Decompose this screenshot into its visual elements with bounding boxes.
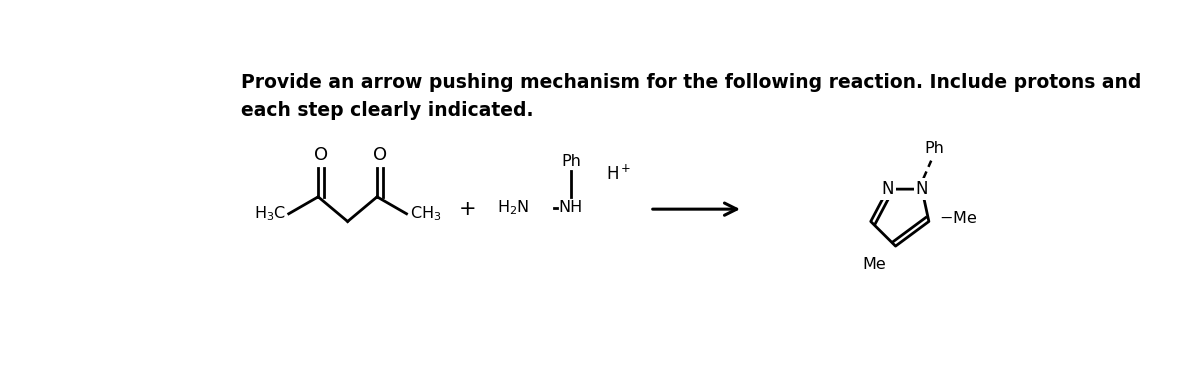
Text: Provide an arrow pushing mechanism for the following reaction. Include protons a: Provide an arrow pushing mechanism for t… — [241, 73, 1142, 92]
Text: Ph: Ph — [560, 154, 581, 169]
Text: O: O — [373, 147, 386, 165]
Text: Me: Me — [862, 257, 886, 272]
Text: $-$Me: $-$Me — [938, 210, 977, 226]
Text: CH$_3$: CH$_3$ — [409, 205, 442, 223]
Text: H$^+$: H$^+$ — [606, 164, 631, 183]
Text: H$_3$C: H$_3$C — [253, 205, 286, 223]
Text: N: N — [916, 180, 928, 198]
Text: NH: NH — [559, 200, 583, 215]
Text: O: O — [314, 147, 328, 165]
Text: +: + — [458, 199, 476, 219]
Text: N: N — [882, 180, 894, 198]
Text: H$_2$N: H$_2$N — [497, 198, 529, 217]
Text: Ph: Ph — [924, 141, 944, 156]
Text: each step clearly indicated.: each step clearly indicated. — [241, 102, 534, 120]
